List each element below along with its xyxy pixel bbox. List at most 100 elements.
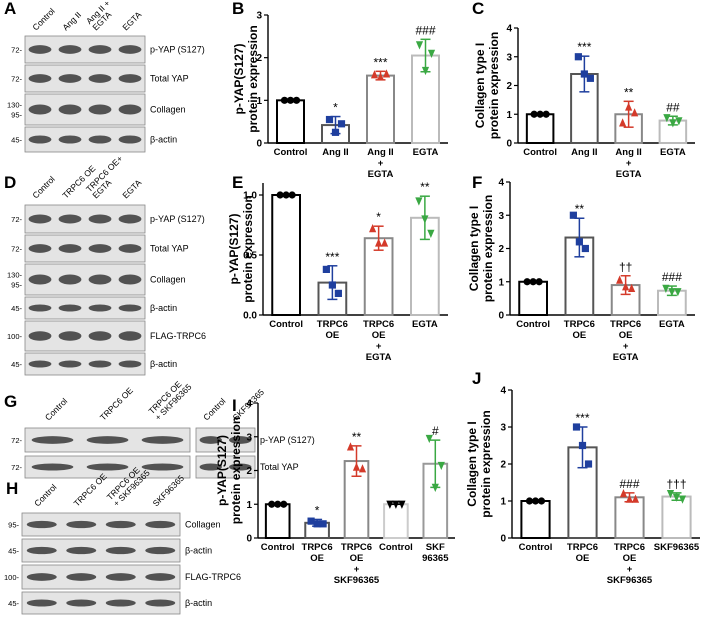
x-tick-label: TRPC6 [564,319,595,330]
y-tick-label: 0 [246,534,252,545]
x-tick-label: + [376,341,382,352]
panel-label: B [232,0,244,18]
data-point [346,442,355,451]
mw-marker: 95- [11,111,22,120]
y-tick-label: 1 [506,110,512,121]
data-point [535,278,543,286]
x-tick-label: Control [261,542,295,553]
band [118,360,142,368]
band [118,274,142,285]
data-point [280,500,288,508]
y-axis-label: p-YAP(S127) [215,435,229,506]
band [26,520,57,529]
data-point [325,115,334,124]
mw-marker: 72- [11,46,22,55]
row-label: Total YAP [150,74,189,84]
lane-label: Control [201,396,228,423]
panel-label: F [472,173,482,192]
x-tick-label: TRPC6 [614,542,645,553]
panel-label: A [4,0,16,18]
data-point [415,197,423,206]
band [58,274,82,285]
band [105,546,136,555]
bar [614,496,645,539]
bar [366,74,395,144]
band [118,45,142,54]
band [26,599,57,607]
bar [661,495,692,539]
data-point [427,229,435,238]
x-tick-label: SKF96365 [654,542,700,553]
y-tick-label: 2 [256,53,262,64]
row-label: Collagen [150,105,186,115]
x-tick-label: Control [379,542,413,553]
x-tick-label: EGTA [660,147,686,158]
data-point [631,494,640,503]
significance: * [376,210,381,224]
significance: ### [415,23,435,37]
band [26,573,57,581]
bar [264,503,291,539]
mw-marker: 72- [11,463,22,472]
y-axis-label: protein expression [241,195,255,302]
blot-strip [21,512,181,537]
band [199,463,222,471]
y-tick-label: 4 [500,386,506,397]
lane-label: EGTA [120,177,143,200]
y-tick-label: 1.0 [243,191,257,202]
significance: *** [575,411,589,425]
band [199,436,222,444]
band [118,304,142,312]
band [118,74,142,83]
band [58,135,82,144]
band [88,104,112,115]
data-point [437,461,445,471]
mw-marker: 100- [7,332,23,341]
mw-marker: 130- [7,100,23,109]
y-tick-label: 1 [498,277,504,288]
data-point [525,497,534,505]
mw-marker: 72- [11,245,22,254]
row-label: Total YAP [150,244,189,254]
y-tick-label: 3 [256,11,262,22]
y-axis-label: p-YAP(S127) [232,44,246,115]
data-point [631,108,639,117]
significance: ** [420,180,430,194]
x-tick-label: Control [516,319,550,330]
y-tick-label: 0.5 [243,251,257,262]
x-tick-label: TRPC6 [610,319,641,330]
lane-label: Ang II [60,10,83,33]
lane-label-line: Ang II [60,10,83,33]
data-point [569,211,577,219]
x-tick-label: Control [269,319,303,330]
significance: *** [577,40,591,54]
row-label: FLAG-TRPC6 [150,331,206,341]
band [229,436,252,444]
x-tick-label: EGTA [613,352,639,363]
data-point [542,110,550,118]
panel-label: G [4,392,17,411]
band [86,436,129,444]
lane-label-line: Control [43,396,70,423]
data-point [662,284,670,293]
significance: †† [619,260,632,274]
lane-label: TRPC6 OE+ SKF96365 [146,379,193,423]
mw-marker: 95- [8,521,19,530]
y-axis-label: protein expression [487,32,501,139]
row-label: β-actin [150,303,177,313]
row-label: FLAG-TRPC6 [185,572,241,582]
data-point [425,434,433,444]
y-tick-label: 2 [498,244,504,255]
band [28,360,52,368]
x-tick-label: EGTA [413,147,439,158]
band [66,599,97,607]
data-point [427,49,436,58]
band [141,463,184,471]
data-point [288,191,296,199]
band [28,274,52,285]
mw-marker: 72- [11,215,22,224]
x-tick-label: Ang II [615,147,641,158]
row-label: β-actin [150,135,177,145]
y-tick-label: 0 [498,311,504,322]
